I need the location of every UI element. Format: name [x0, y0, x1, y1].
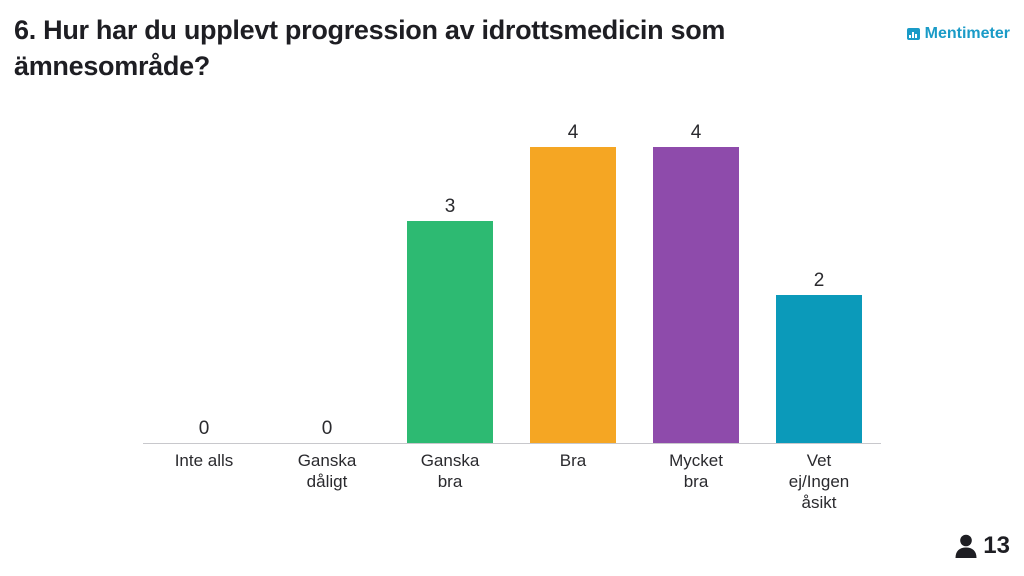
data-label-2: 3 [445, 196, 456, 217]
category-label-4-0: Mycket [669, 451, 723, 470]
bar-3 [530, 147, 616, 443]
data-label-5: 2 [814, 270, 825, 291]
category-label-5-2: åsikt [802, 493, 837, 512]
question-title: 6. Hur har du upplevt progression av idr… [14, 15, 726, 81]
bar-4 [653, 147, 739, 443]
participant-count-value: 13 [983, 532, 1010, 559]
category-label-4-1: bra [684, 472, 709, 491]
bar-2 [407, 221, 493, 443]
person-icon [955, 534, 977, 558]
bar-5 [776, 295, 862, 443]
data-label-4: 4 [691, 122, 702, 143]
category-label-3-0: Bra [560, 451, 587, 470]
data-label-1: 0 [322, 418, 333, 439]
data-label-3: 4 [568, 122, 579, 143]
data-label-0: 0 [199, 418, 210, 439]
participant-count: 13 [955, 532, 1010, 560]
mentimeter-logo-icon [906, 28, 920, 40]
category-label-5-1: ej/Ingen [789, 472, 850, 491]
category-label-1-0: Ganska [298, 451, 357, 470]
category-label-2-1: bra [438, 472, 463, 491]
category-label-1-1: dåligt [307, 472, 348, 491]
brand-name: Mentimeter [924, 25, 1010, 42]
category-label-5-0: Vet [807, 451, 832, 470]
category-label-2-0: Ganska [421, 451, 480, 470]
mentimeter-brand: Mentimeter [906, 25, 1010, 43]
category-label-0-0: Inte alls [175, 451, 234, 470]
